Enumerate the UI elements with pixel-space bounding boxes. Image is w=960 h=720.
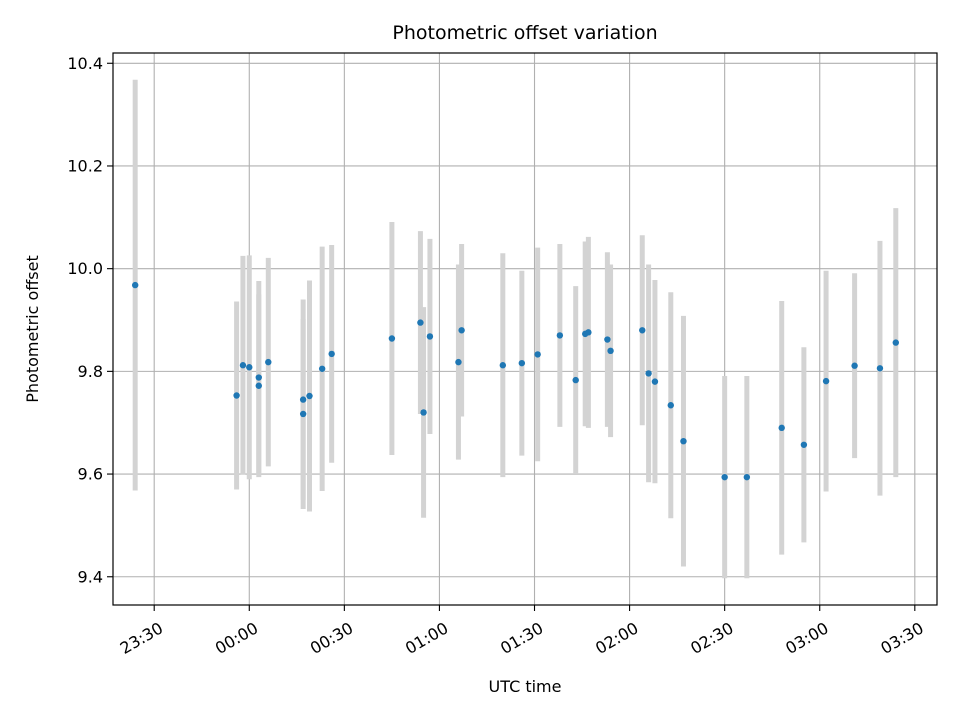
x-tick-label: 03:00	[782, 618, 831, 658]
data-point	[233, 392, 240, 399]
data-point	[306, 392, 313, 400]
data-point	[265, 358, 272, 366]
data-point	[800, 441, 808, 448]
data-point	[299, 396, 307, 403]
data-point	[455, 358, 462, 366]
y-tick-label: 10.2	[67, 156, 103, 175]
data-point	[255, 382, 262, 389]
x-axis-ticks: 23:30 00:00 00:30 01:00 01:30 02:00 02:30 03:00…	[117, 605, 927, 658]
data-point	[328, 350, 335, 358]
x-tick-label: 02:00	[592, 618, 641, 658]
chart-title: Photometric offset variation	[392, 22, 657, 44]
y-axis-ticks: 9.4 9.6 9.8 10.0 10.2 10.4	[67, 54, 113, 586]
x-tick-label: 01:00	[402, 618, 451, 658]
x-tick-label: 00:00	[212, 618, 261, 658]
x-tick-label: 03:30	[877, 618, 926, 658]
data-point	[822, 377, 830, 385]
data-point	[572, 376, 579, 384]
data-point	[604, 336, 611, 343]
data-point	[645, 370, 652, 377]
data-point	[585, 329, 592, 336]
data-point	[743, 473, 751, 481]
data-point	[417, 319, 424, 326]
data-point	[876, 365, 884, 372]
data-point	[255, 374, 262, 381]
y-tick-label: 9.6	[78, 465, 103, 484]
data-point	[639, 327, 646, 334]
x-tick-label: 23:30	[117, 618, 166, 658]
data-point	[680, 437, 687, 445]
x-tick-label: 00:30	[307, 618, 356, 658]
data-point	[607, 347, 614, 355]
data-point	[458, 327, 465, 334]
data-points	[131, 281, 899, 481]
data-point	[318, 365, 326, 372]
y-tick-label: 10.4	[67, 54, 103, 73]
data-point	[667, 402, 674, 409]
data-point	[892, 339, 899, 346]
data-point	[239, 362, 247, 369]
data-point	[131, 281, 139, 289]
data-point	[651, 378, 659, 385]
data-point	[299, 410, 307, 418]
data-point	[388, 335, 396, 342]
y-tick-label: 9.8	[78, 362, 103, 381]
data-point	[721, 473, 728, 481]
data-point	[778, 424, 785, 432]
plot-frame	[112, 52, 938, 606]
data-point	[851, 362, 858, 369]
y-tick-label: 9.4	[78, 567, 103, 586]
data-point	[426, 333, 434, 340]
y-tick-label: 10.0	[67, 259, 103, 278]
data-point	[556, 332, 564, 339]
x-axis-label: UTC time	[489, 677, 562, 696]
data-point	[246, 364, 253, 371]
data-point	[420, 409, 427, 416]
x-tick-label: 02:30	[687, 618, 736, 658]
data-point	[499, 362, 507, 369]
data-point	[534, 351, 541, 358]
data-point	[518, 359, 526, 367]
y-axis-label: Photometric offset	[23, 255, 42, 403]
x-tick-label: 01:30	[497, 618, 546, 658]
